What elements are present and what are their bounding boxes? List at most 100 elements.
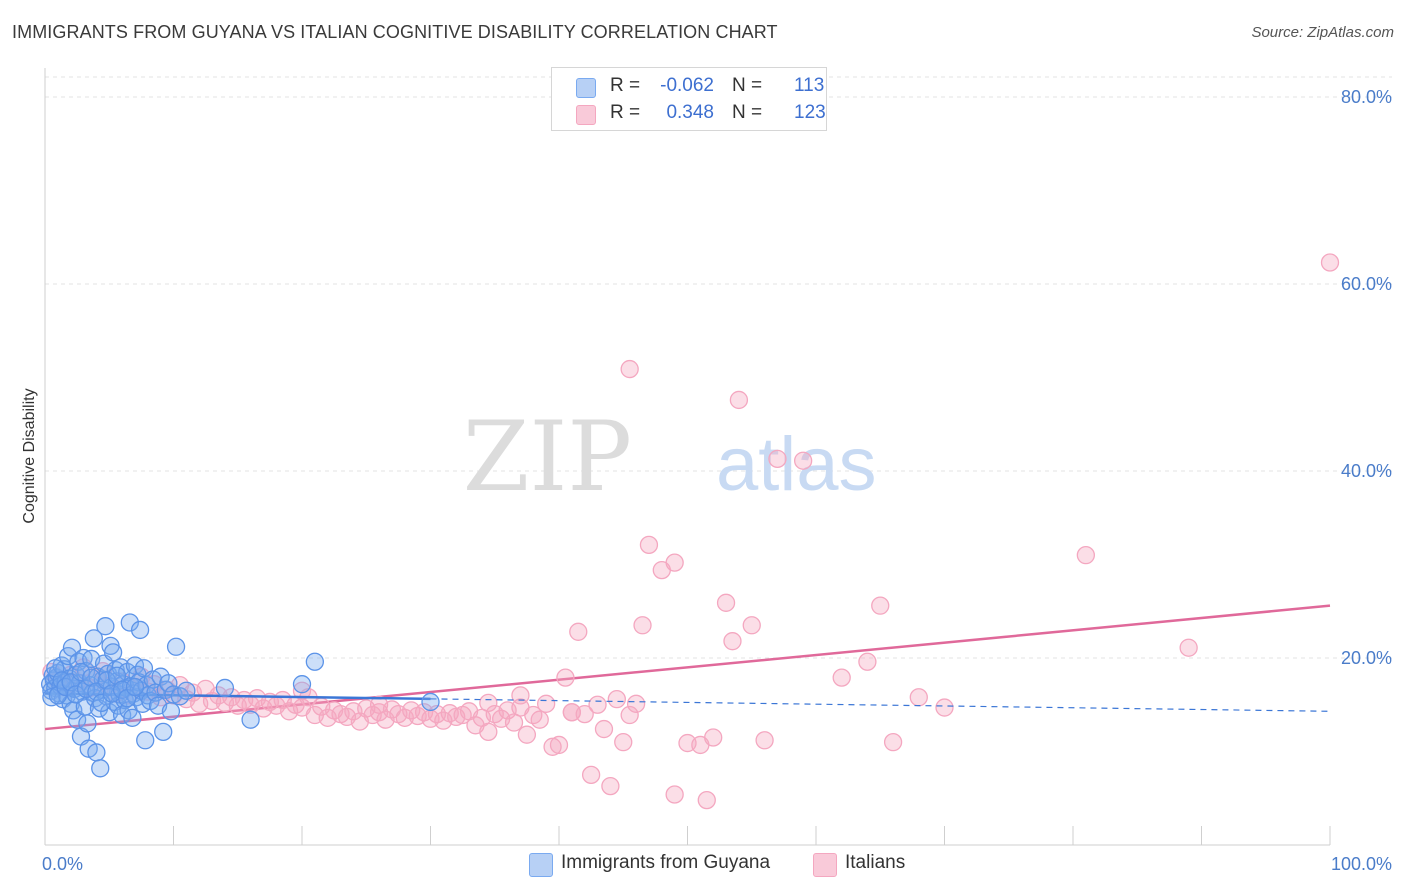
guyana-point: [91, 759, 110, 778]
legend-r-label: R =: [610, 102, 641, 123]
legend-r-label: R =: [610, 75, 641, 96]
guyana-point: [130, 620, 150, 640]
italians-point: [697, 790, 716, 810]
guyana-point: [42, 688, 61, 707]
guyana-point: [166, 637, 186, 656]
legend-n-value: 113: [794, 75, 825, 96]
italians-point: [871, 596, 890, 615]
legend-n-label: N =: [732, 75, 763, 96]
guyana-point: [84, 629, 103, 648]
italians-point: [594, 719, 614, 739]
italians-point: [537, 694, 556, 713]
guyana-point: [103, 643, 123, 662]
italians-point: [479, 722, 498, 742]
italians-point: [768, 449, 787, 468]
guyana-point: [177, 681, 196, 700]
guyana-point: [64, 701, 83, 720]
guyana-point: [125, 677, 145, 697]
y-tick-label: 40.0%: [1341, 461, 1392, 481]
italians-point: [562, 703, 581, 722]
italians-point: [832, 668, 851, 687]
italians-point: [543, 737, 562, 756]
chart-title: IMMIGRANTS FROM GUYANA VS ITALIAN COGNIT…: [12, 22, 778, 42]
italians-point: [601, 776, 620, 796]
guyana-point: [215, 678, 235, 698]
bottom-legend-swatch-italians: [813, 853, 837, 877]
guyana-point: [76, 679, 96, 699]
italians-point: [369, 695, 389, 714]
italians-point: [511, 686, 530, 705]
italians-point: [1320, 253, 1340, 272]
italians-point: [517, 725, 537, 744]
x-tick-label: 0.0%: [42, 854, 83, 874]
italians-point: [883, 733, 903, 752]
italians-point: [530, 710, 549, 729]
italians-point: [729, 390, 749, 410]
italians-point: [549, 735, 569, 755]
italians-point: [858, 652, 877, 671]
italians-point: [723, 632, 742, 651]
y-axis-label: Cognitive Disability: [21, 388, 38, 523]
italians-point: [935, 698, 954, 717]
guyana-point: [78, 714, 97, 733]
guyana-point: [421, 692, 440, 712]
italians-point: [626, 694, 646, 713]
guyana-point: [241, 710, 260, 729]
guyana-point: [154, 722, 173, 742]
italians-point: [614, 733, 633, 752]
guyana-point: [71, 662, 91, 682]
guyana-point: [161, 702, 181, 721]
italians-point: [742, 616, 761, 635]
y-tick-label: 20.0%: [1341, 648, 1392, 668]
correlation-legend: R = -0.062 N = 113 R = 0.348 N = 123: [551, 67, 827, 131]
y-tick-labels: 20.0% 40.0% 60.0% 80.0%: [1341, 87, 1392, 668]
guyana-point: [120, 613, 139, 632]
italians-point: [716, 593, 736, 612]
grid-lines: [45, 76, 1392, 659]
guyana-point: [107, 666, 127, 685]
source-label: Source: ZipAtlas.com: [1251, 24, 1394, 41]
italians-point: [1179, 638, 1198, 657]
guyana-trend-line-dashed: [430, 698, 1331, 712]
italians-point: [909, 688, 928, 707]
italians-point: [755, 731, 774, 750]
italians-point: [665, 553, 684, 572]
italians-point: [588, 695, 607, 714]
guyana-point: [96, 617, 115, 636]
y-tick-label: 80.0%: [1341, 87, 1392, 107]
italians-points: [42, 253, 1340, 810]
legend-n-value: 123: [794, 102, 826, 123]
italians-point: [607, 689, 626, 709]
italians-point: [639, 535, 659, 555]
italians-point: [581, 765, 601, 785]
guyana-point: [305, 652, 325, 671]
italians-point: [556, 668, 575, 687]
guyana-point: [87, 743, 106, 762]
watermark-atlas: atlas: [716, 422, 877, 507]
bottom-legend-swatch-guyana: [529, 853, 553, 877]
guyana-point: [123, 708, 142, 727]
guyana-point: [82, 668, 101, 687]
guyana-point: [87, 682, 106, 701]
italians-point: [569, 622, 588, 641]
axes: [44, 68, 1331, 846]
guyana-point: [136, 731, 155, 750]
watermark-zip: ZIP: [463, 401, 632, 513]
bottom-legend-label-guyana: Immigrants from Guyana: [561, 852, 771, 873]
y-tick-label: 60.0%: [1341, 274, 1392, 294]
italians-point: [665, 785, 684, 804]
x-tick-label: 100.0%: [1331, 854, 1392, 874]
guyana-point: [66, 685, 85, 704]
italians-trend-line: [44, 604, 1331, 731]
legend-swatch-italians: [576, 105, 596, 125]
guyana-point: [292, 675, 312, 694]
x-tick-labels: 0.0% 100.0%: [42, 854, 1392, 874]
guyana-point: [159, 674, 178, 693]
italians-point: [620, 705, 639, 725]
italians-point: [479, 693, 498, 713]
italians-point: [704, 728, 723, 747]
italians-point: [794, 451, 813, 470]
italians-point: [633, 616, 652, 635]
italians-trend: [44, 604, 1331, 731]
